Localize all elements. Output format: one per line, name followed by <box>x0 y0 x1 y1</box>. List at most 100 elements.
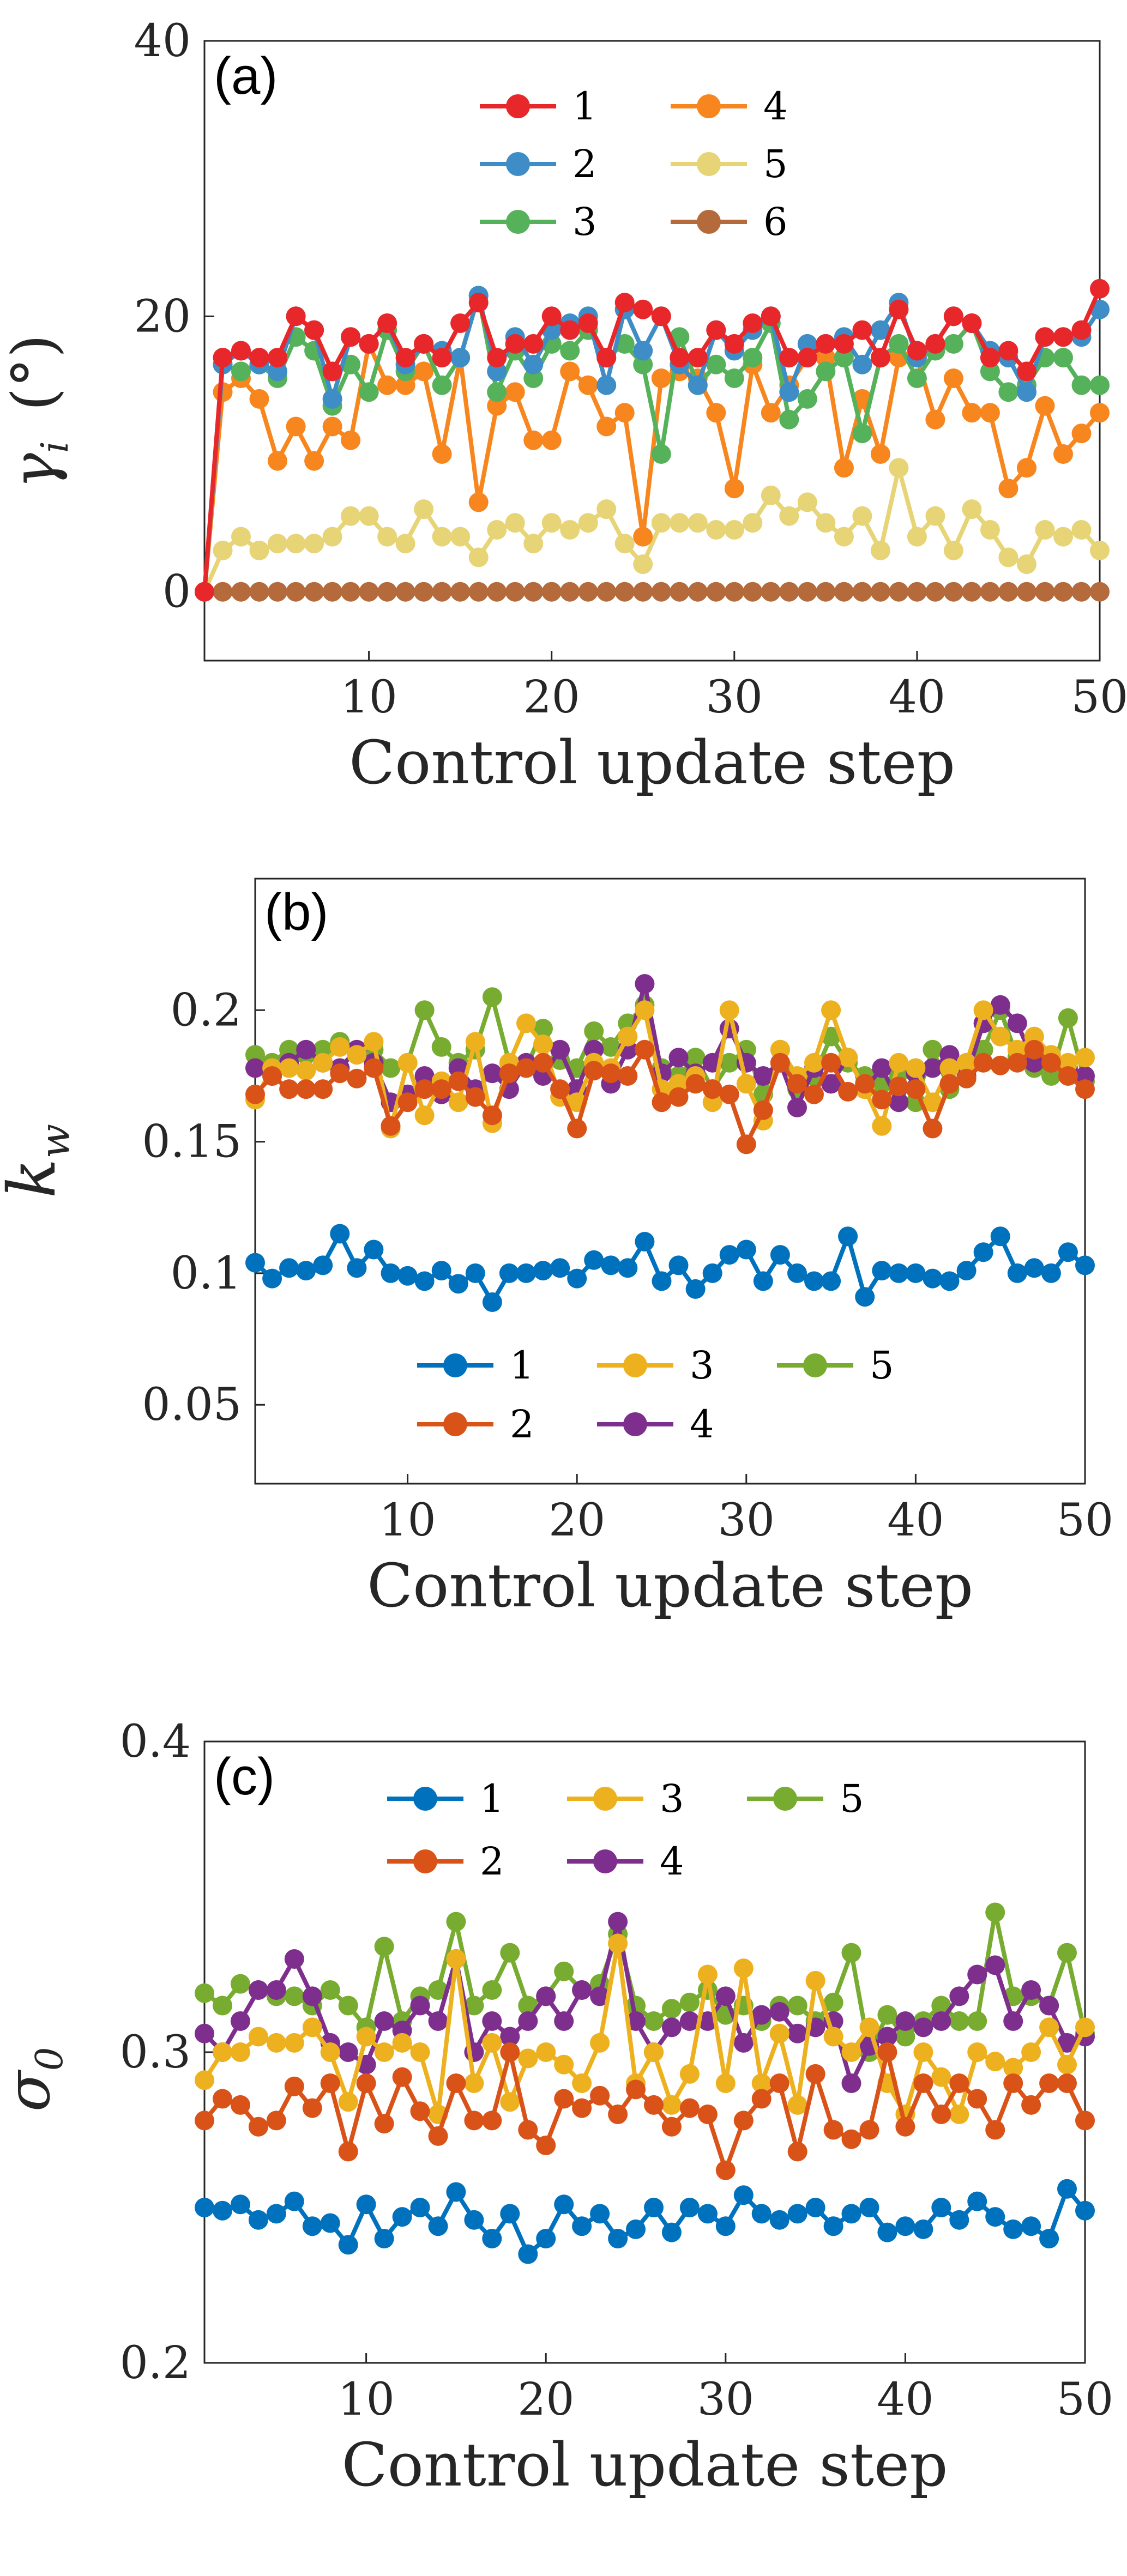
data-point <box>834 348 854 368</box>
data-point <box>596 582 617 602</box>
data-point <box>541 513 562 533</box>
data-point <box>1035 327 1055 347</box>
data-point <box>816 361 836 382</box>
data-point <box>787 1097 807 1117</box>
data-point <box>536 2136 556 2155</box>
data-point <box>392 2067 412 2087</box>
data-point <box>804 1271 824 1291</box>
data-point <box>377 582 397 602</box>
legend-item: 1 <box>480 84 597 129</box>
data-point <box>753 1271 773 1291</box>
data-point <box>518 2120 538 2140</box>
plot-area <box>245 974 1095 1312</box>
data-point <box>296 1039 316 1060</box>
data-point <box>432 348 452 368</box>
data-point <box>330 1224 350 1244</box>
data-point <box>578 513 598 533</box>
x-tick-label: 50 <box>1057 1495 1113 1546</box>
data-point <box>446 1912 466 1932</box>
data-point <box>428 2216 448 2236</box>
data-point <box>670 582 690 602</box>
data-point <box>284 2076 304 2096</box>
data-point <box>320 2042 340 2062</box>
data-point <box>943 334 963 354</box>
data-point <box>554 1961 574 1981</box>
data-point <box>859 2120 879 2140</box>
data-point <box>432 375 452 395</box>
data-point <box>523 334 544 354</box>
data-point <box>724 334 744 354</box>
data-point <box>736 1074 756 1094</box>
data-point <box>518 2244 538 2264</box>
data-point <box>706 520 726 540</box>
data-point <box>572 2098 592 2118</box>
data-point <box>985 2052 1005 2072</box>
data-point <box>596 348 617 368</box>
data-point <box>448 1274 468 1294</box>
data-point <box>482 1292 502 1312</box>
data-point <box>284 2033 304 2053</box>
series-5 <box>195 458 1110 602</box>
x-tick-label: 20 <box>517 2374 574 2426</box>
data-point <box>518 1996 538 2016</box>
data-point <box>1071 320 1092 340</box>
x-axis-title: Control update step <box>367 1551 973 1620</box>
data-point <box>962 403 982 423</box>
data-point <box>661 2222 682 2242</box>
data-point <box>487 348 507 368</box>
y-tick-label: 0.1 <box>171 1248 242 1299</box>
data-point <box>895 2027 915 2047</box>
legend-swatch-marker <box>623 1412 647 1436</box>
data-point <box>364 1032 384 1052</box>
data-point <box>1039 1996 1059 2016</box>
data-point <box>841 2073 861 2093</box>
data-point <box>296 1261 316 1281</box>
data-point <box>397 1092 418 1112</box>
data-point <box>753 1100 773 1120</box>
series-2 <box>245 1039 1095 1154</box>
data-point <box>601 1063 621 1084</box>
data-point <box>505 382 525 402</box>
data-point <box>805 1970 825 1991</box>
y-tick-label: 0.2 <box>171 984 242 1036</box>
data-point <box>213 2089 232 2109</box>
legend-swatch-marker <box>506 152 530 176</box>
data-point <box>889 1092 909 1112</box>
data-point <box>872 1261 892 1281</box>
data-point <box>895 2216 915 2236</box>
data-point <box>1075 2017 1095 2037</box>
data-point <box>410 2042 430 2062</box>
x-tick-label: 20 <box>523 672 580 723</box>
data-point <box>322 361 342 382</box>
legend-item: 1 <box>387 1776 504 1821</box>
data-point <box>554 2054 574 2075</box>
data-point <box>364 1058 384 1078</box>
data-point <box>652 1092 672 1112</box>
data-point <box>414 361 434 382</box>
data-point <box>736 1134 756 1154</box>
data-point <box>1007 1053 1027 1073</box>
panel-label: (b) <box>264 883 328 941</box>
data-point <box>651 582 671 602</box>
data-point <box>998 547 1018 567</box>
data-point <box>1090 582 1110 602</box>
data-point <box>487 396 507 416</box>
data-point <box>787 1263 807 1283</box>
data-point <box>414 499 434 519</box>
data-point <box>990 995 1010 1015</box>
data-point <box>907 527 927 547</box>
data-point <box>392 2033 412 2053</box>
data-point <box>359 582 379 602</box>
legend: 1 2 3 4 5 6 <box>480 84 788 244</box>
data-point <box>907 368 927 388</box>
data-point <box>347 1045 367 1065</box>
data-point <box>931 1996 951 2016</box>
data-point <box>706 320 726 340</box>
legend-swatch-marker <box>697 152 721 176</box>
data-point <box>635 1232 655 1251</box>
legend-label: 5 <box>763 142 788 186</box>
legend: 1 2 3 4 5 <box>387 1776 864 1884</box>
data-point <box>541 430 562 450</box>
data-point <box>877 2042 897 2062</box>
